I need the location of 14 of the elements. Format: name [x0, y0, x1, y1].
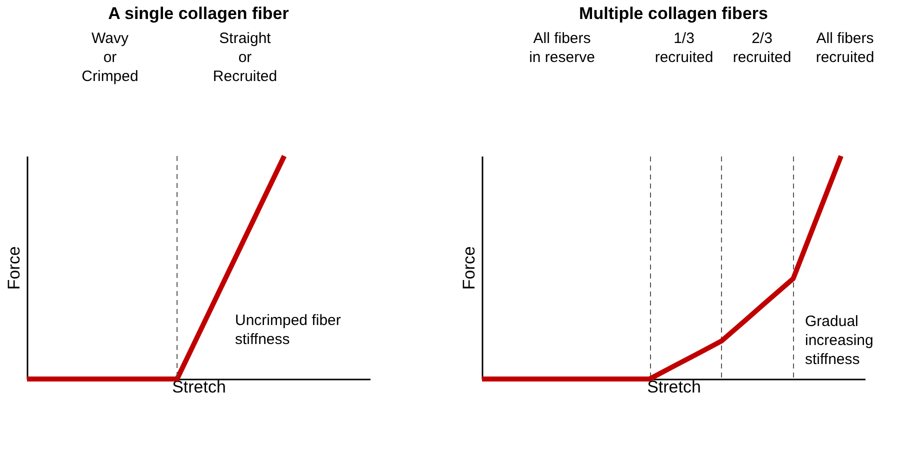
x-axis-title: Stretch — [647, 378, 701, 396]
y-axis-title: Force — [4, 246, 24, 290]
y-axis-title: Force — [460, 246, 478, 290]
x-axis-title: Stretch — [172, 378, 226, 396]
annotation: Gradual increasing stiffness — [805, 313, 874, 368]
chart-title: A single collagen fiber — [108, 4, 290, 23]
annotation: Uncrimped fiber stiffness — [235, 312, 341, 348]
text: 2/3 recruited — [732, 30, 792, 66]
chart-title: Multiple collagen fibers — [579, 4, 768, 23]
text: Wavy or Crimped — [82, 30, 138, 85]
text: All fibers recruited — [816, 30, 874, 66]
text: All fibers in reserve — [529, 30, 595, 66]
text: Straight or Recruited — [212, 30, 278, 85]
text: 1/3 recruited — [654, 30, 714, 66]
